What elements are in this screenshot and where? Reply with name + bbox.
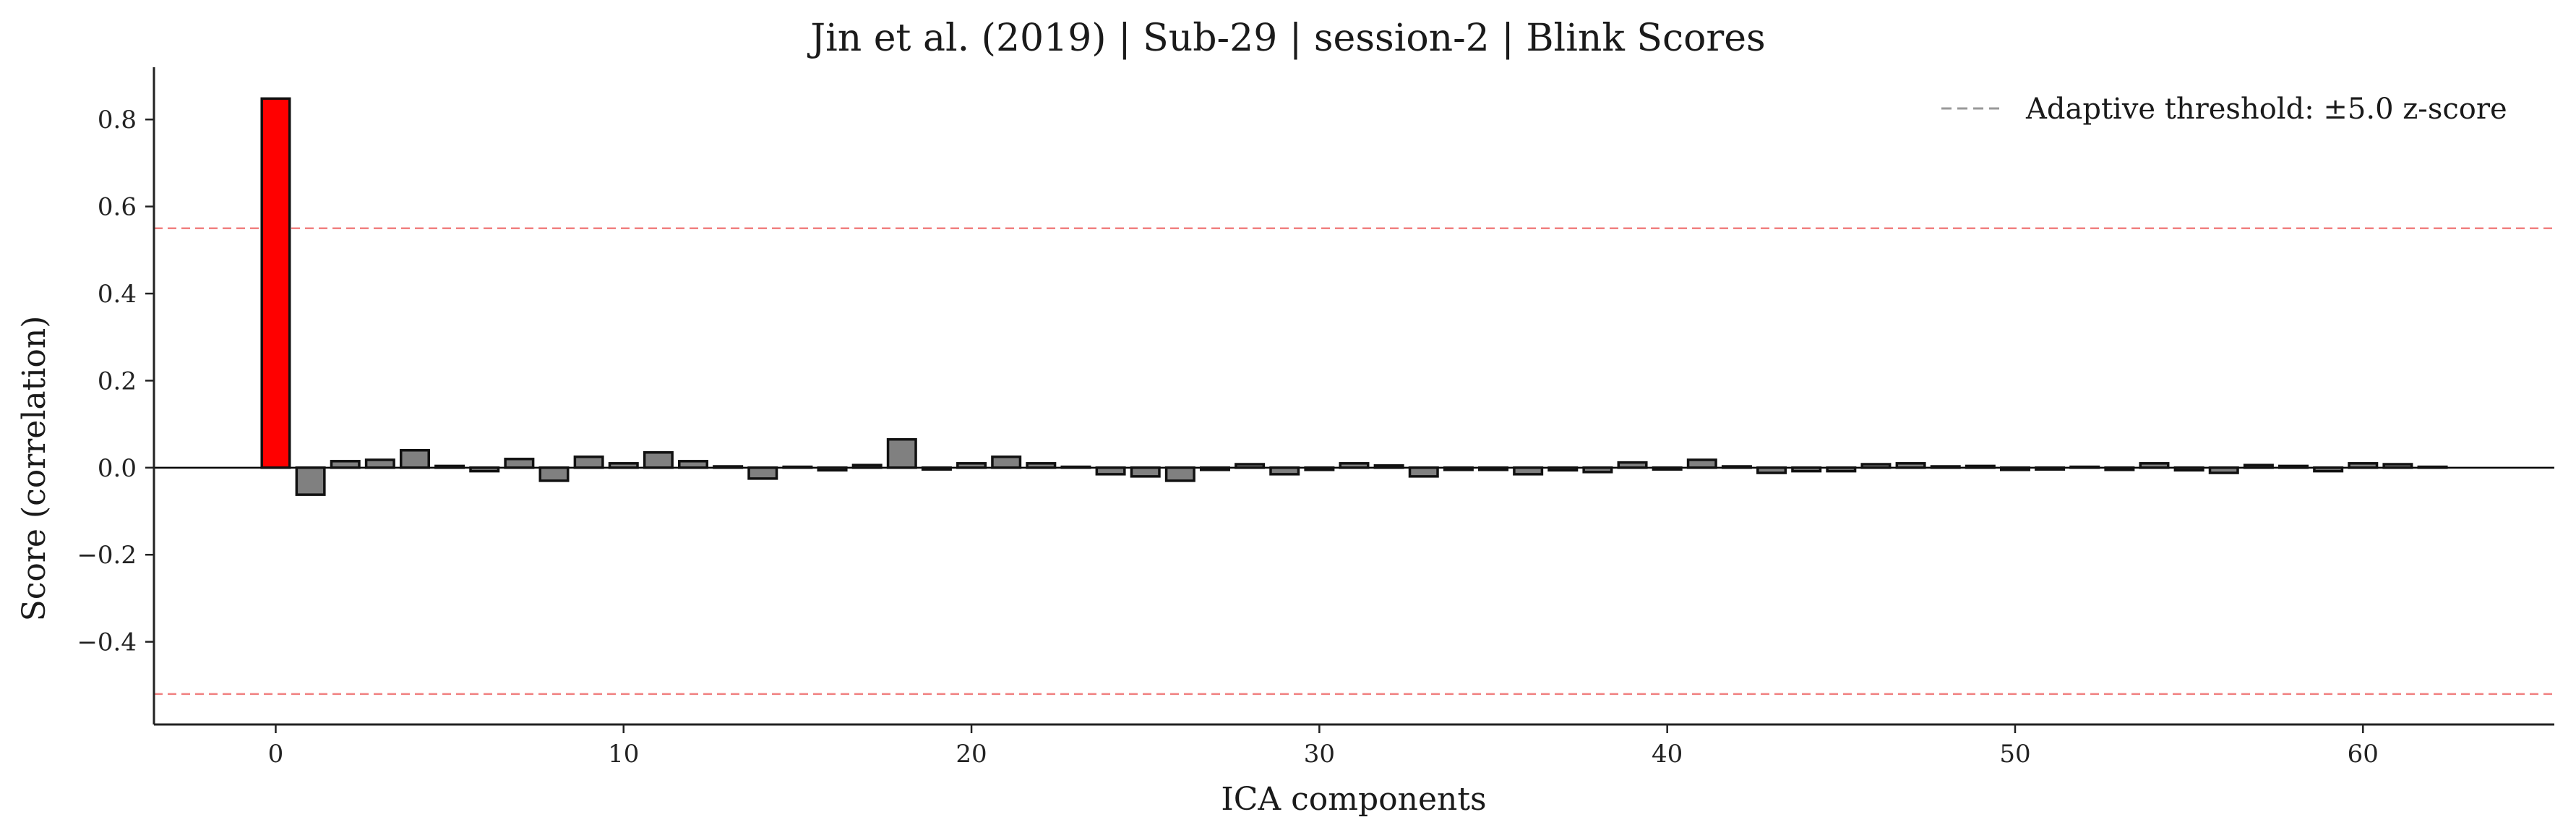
bar-component-33 — [1408, 466, 1439, 478]
bar-component-59 — [2313, 466, 2344, 473]
y-tick-label: 0.4 — [98, 280, 137, 309]
threshold-lines — [154, 227, 2554, 696]
y-tick-label: 0.8 — [98, 106, 137, 134]
bar-component-0 — [260, 97, 291, 469]
bar-component-21 — [991, 456, 1022, 469]
bar-component-62 — [2417, 465, 2448, 469]
bar-component-30 — [1304, 466, 1335, 471]
bar-component-11 — [643, 451, 674, 469]
legend: Adaptive threshold: ±5.0 z-score — [1941, 93, 2507, 126]
bar-component-61 — [2382, 463, 2413, 469]
axes — [153, 67, 2554, 726]
bar-component-4 — [399, 448, 430, 469]
bar-component-29 — [1269, 466, 1300, 476]
bar-component-42 — [1721, 465, 1752, 469]
bar-component-12 — [678, 460, 709, 469]
y-tick-label: 0.6 — [98, 193, 137, 222]
bar-component-58 — [2278, 464, 2309, 469]
bar-component-53 — [2104, 466, 2135, 471]
chart-title: Jin et al. (2019) | Sub-29 | session-2 |… — [807, 17, 1765, 60]
bar-component-8 — [538, 466, 570, 482]
bar-component-18 — [886, 437, 917, 469]
bar-component-50 — [1999, 466, 2030, 471]
legend-threshold-label: Adaptive threshold: ±5.0 z-score — [2025, 93, 2507, 126]
bar-component-19 — [921, 466, 952, 471]
bar-component-34 — [1443, 466, 1474, 471]
bar-component-40 — [1652, 466, 1683, 471]
bar-component-14 — [747, 466, 778, 480]
bar-component-27 — [1199, 466, 1230, 471]
x-tick-label: 50 — [1999, 740, 2030, 769]
bar-component-31 — [1339, 462, 1370, 469]
bar-component-54 — [2139, 462, 2170, 469]
bar-component-5 — [434, 464, 465, 469]
bar-component-56 — [2208, 466, 2239, 474]
bar-component-51 — [2035, 466, 2066, 471]
x-tick-label: 0 — [268, 740, 284, 769]
bar-component-25 — [1130, 466, 1161, 478]
y-tick-label: 0.2 — [98, 367, 137, 396]
x-tick-label: 10 — [608, 740, 639, 769]
y-ticks: −0.4 −0.2 0.0 0.2 0.4 0.6 0.8 — [77, 106, 154, 657]
bar-component-37 — [1547, 466, 1579, 472]
bar-component-49 — [1965, 464, 1996, 469]
bar-component-48 — [1930, 465, 1961, 469]
bar-component-39 — [1617, 461, 1648, 469]
bar-component-43 — [1756, 466, 1787, 474]
bar-component-13 — [713, 465, 744, 469]
bar-component-32 — [1373, 464, 1404, 469]
bar-component-60 — [2348, 462, 2379, 469]
bar-component-26 — [1164, 466, 1195, 482]
bar-component-6 — [469, 466, 500, 473]
x-tick-label: 60 — [2348, 740, 2379, 769]
x-tick-label: 40 — [1652, 740, 1683, 769]
x-ticks: 0 10 20 30 40 50 60 — [268, 724, 2379, 769]
x-tick-label: 30 — [1304, 740, 1335, 769]
bar-component-16 — [817, 466, 848, 472]
bar-component-46 — [1860, 463, 1892, 469]
bar-component-22 — [1026, 462, 1057, 469]
bar-component-24 — [1095, 466, 1126, 476]
y-tick-label: −0.2 — [77, 541, 137, 570]
bar-component-17 — [851, 463, 883, 469]
y-tick-label: 0.0 — [98, 454, 137, 483]
bar-component-28 — [1235, 463, 1266, 469]
bar-component-38 — [1582, 466, 1613, 474]
bar-component-10 — [608, 462, 639, 469]
x-tick-label: 20 — [956, 740, 987, 769]
bar-component-23 — [1060, 465, 1091, 469]
x-axis-label: ICA components — [1221, 781, 1486, 818]
bar-component-36 — [1513, 466, 1544, 476]
bar-component-7 — [504, 458, 535, 469]
bar-component-55 — [2173, 466, 2204, 472]
bar-component-44 — [1791, 466, 1822, 473]
y-axis-label: Score (correlation) — [16, 316, 53, 622]
bars — [260, 97, 2448, 496]
bar-component-9 — [573, 456, 604, 469]
bar-component-2 — [330, 460, 361, 469]
bar-component-45 — [1826, 466, 1857, 473]
bar-component-1 — [295, 466, 326, 496]
bar-component-15 — [782, 465, 813, 469]
bar-component-47 — [1895, 462, 1926, 469]
bar-component-41 — [1686, 458, 1717, 469]
y-axis-label-group: Score (correlation) — [16, 316, 53, 622]
y-tick-label: −0.4 — [77, 628, 137, 657]
bar-component-57 — [2243, 463, 2274, 469]
bar-component-3 — [364, 458, 395, 469]
bar-component-52 — [2069, 465, 2100, 469]
bar-component-20 — [956, 462, 987, 469]
bar-component-35 — [1478, 466, 1509, 471]
